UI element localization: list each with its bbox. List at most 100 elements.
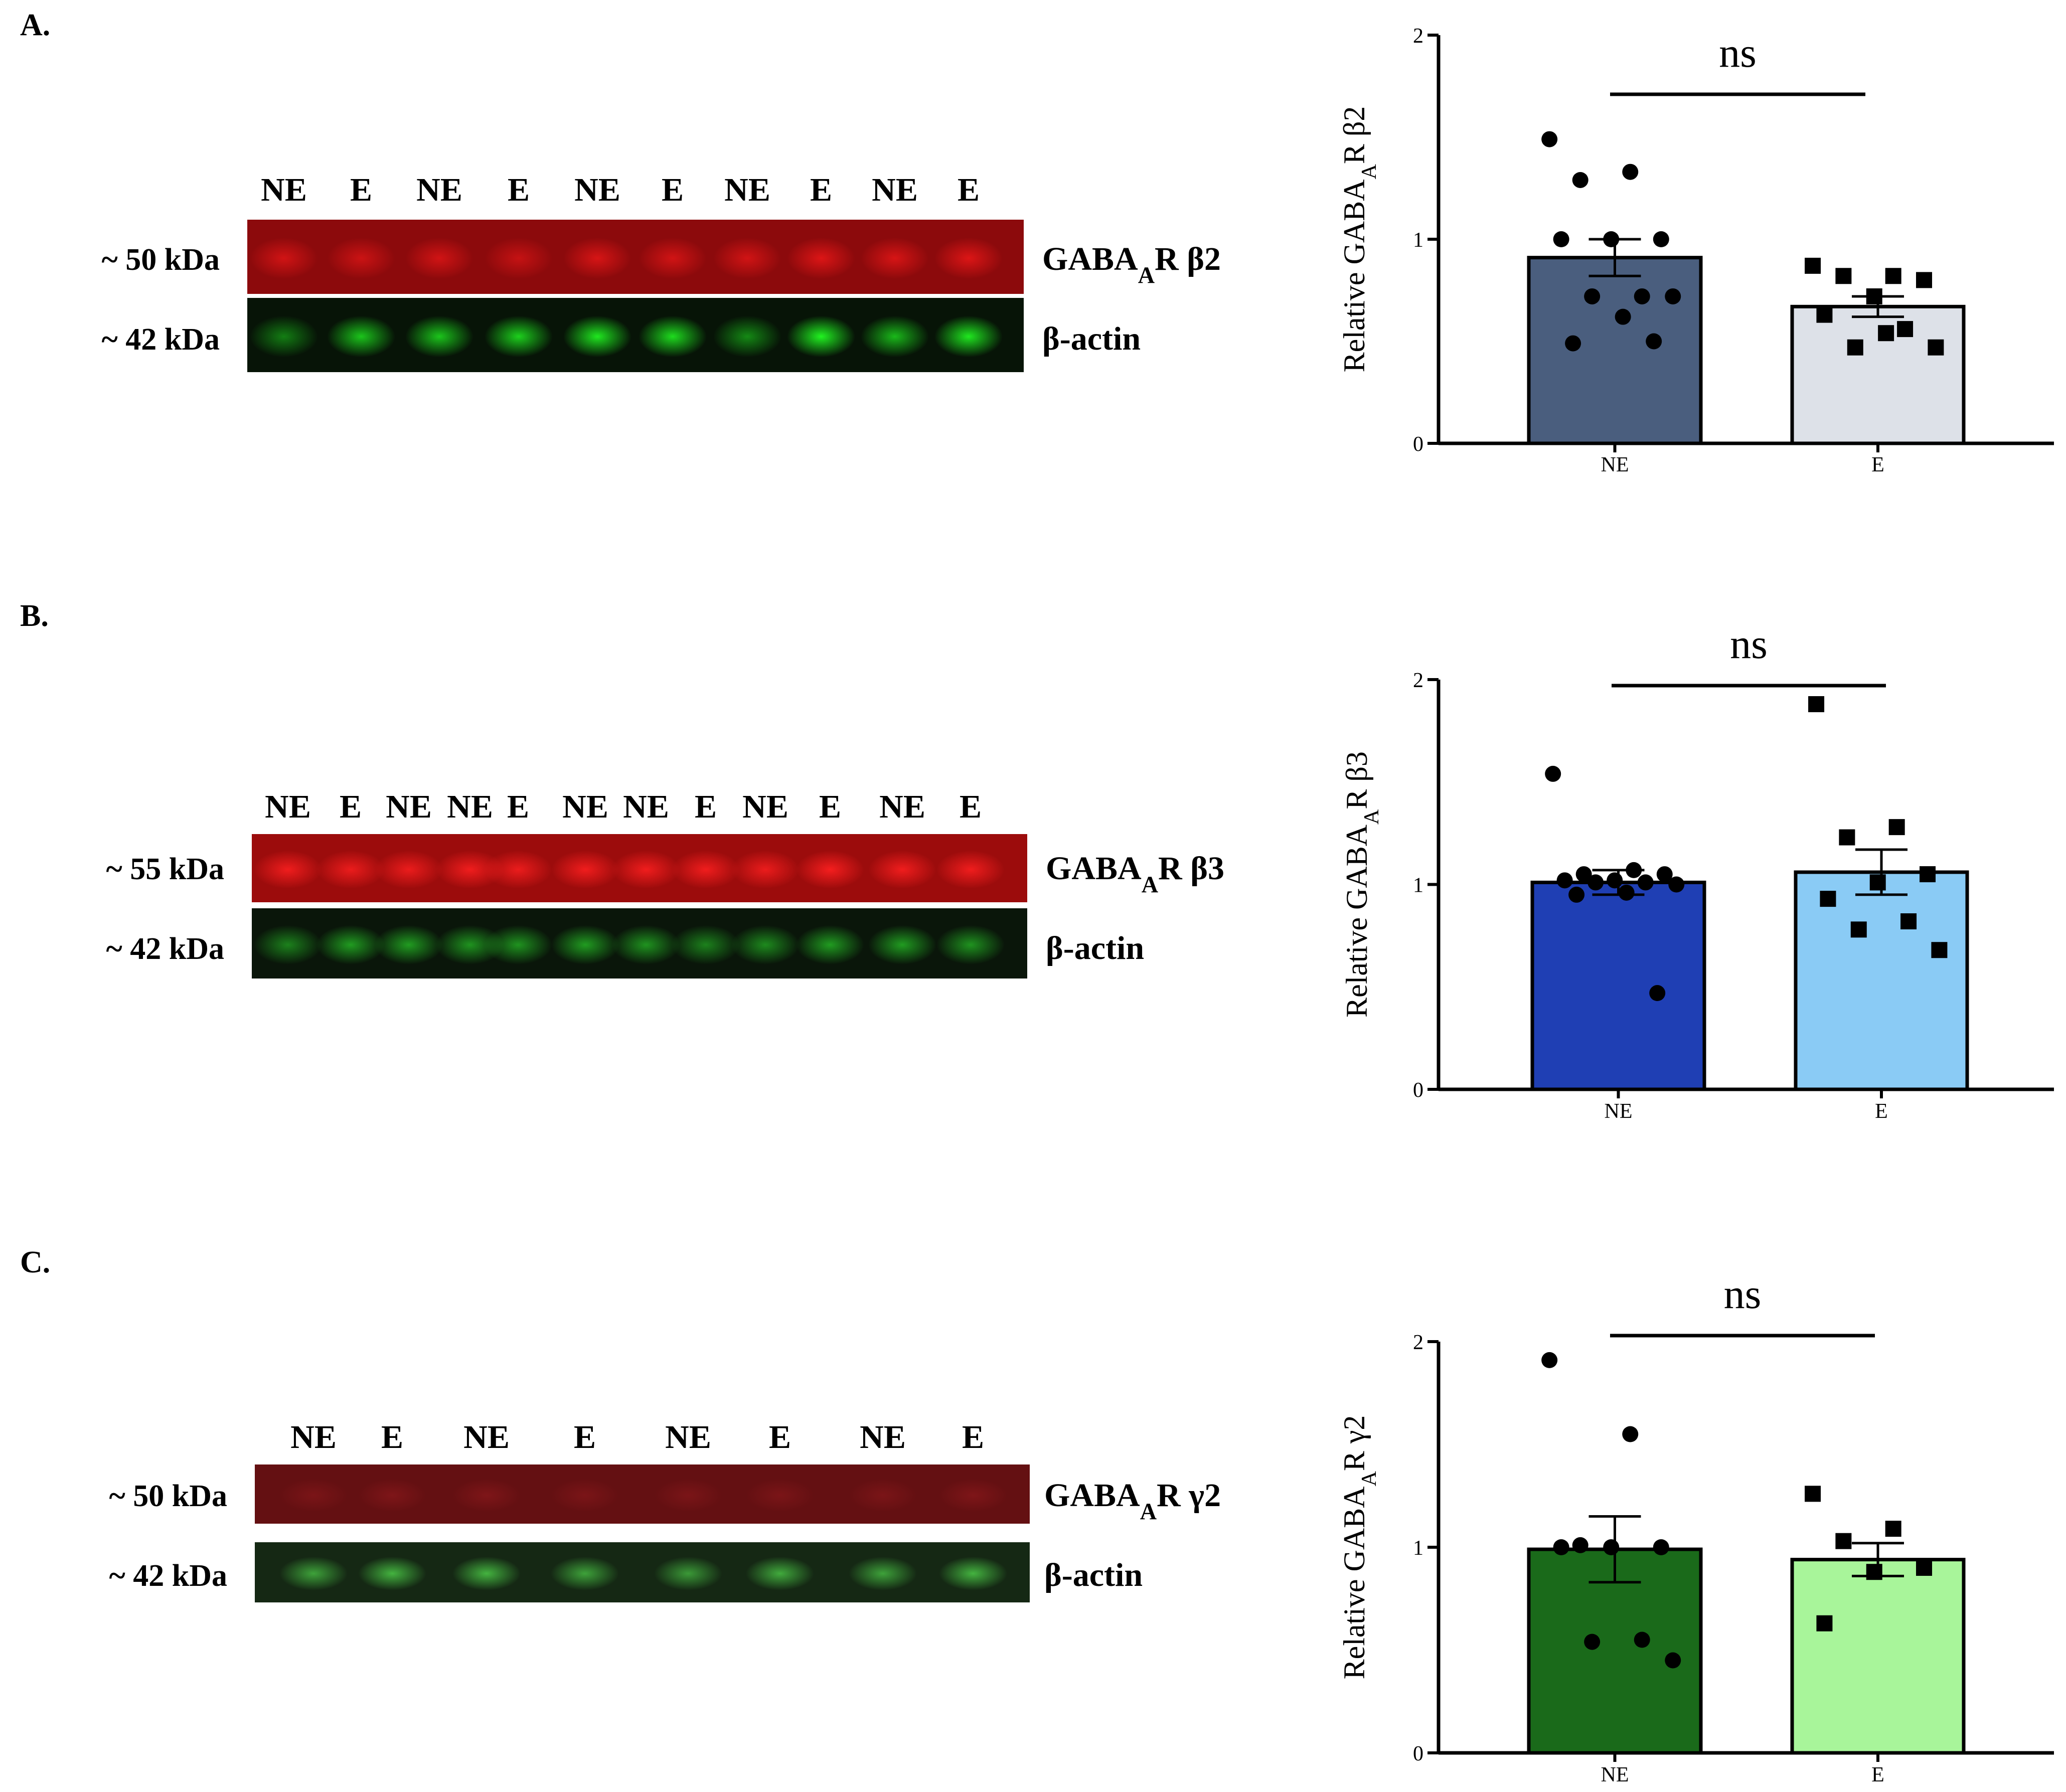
data-point [1553,1539,1569,1555]
blot-band [358,1556,426,1590]
y-tick-label: 1 [1413,874,1423,897]
blot-band [563,237,631,279]
panel-label: B. [20,599,49,633]
data-point [1653,1539,1669,1555]
lane-label: NE [724,172,770,208]
lane-label: NE [265,788,311,825]
blot-band [849,1479,917,1512]
molecular-weight-marker: ~ 42 kDa [106,932,225,966]
blot-band [868,925,936,965]
data-point [1649,985,1666,1002]
data-point [1920,866,1936,883]
x-tick-label: NE [1605,1100,1633,1123]
data-point [1820,891,1836,907]
blot-target-label: GABAAR β2 [1042,241,1221,288]
data-point [1816,1615,1833,1632]
data-point [1575,866,1592,883]
data-point [1928,339,1944,356]
data-point [1835,1533,1852,1549]
data-point [1568,886,1585,903]
y-tick-label: 1 [1413,229,1423,252]
lane-label: NE [447,788,493,825]
blot-band [939,1479,1007,1512]
significance-label: ns [1719,30,1757,76]
lane-label: E [962,1419,984,1455]
bar-e [1790,1558,1966,1755]
lane-label: E [507,788,529,825]
blot-band [375,850,443,889]
blot-band [939,1556,1007,1590]
data-point [1553,231,1569,247]
blot-row-loading-control: ~ 42 kDa β-actin [102,298,1141,372]
blot-band [250,237,318,279]
data-point [1888,819,1905,836]
y-tick-label: 2 [1413,25,1423,48]
blot-band [612,925,680,965]
bar-ne [1527,256,1703,445]
lane-label: E [340,788,362,825]
y-axis-label: Relative GABAAR β2 [1338,106,1381,373]
blot-band [672,925,740,965]
error-bar [1852,295,1904,318]
molecular-weight-marker: ~ 42 kDa [109,1559,228,1593]
blot-band [358,1479,426,1512]
significance-label: ns [1730,621,1768,668]
y-axis-label: Relative GABAAR γ2 [1338,1415,1381,1680]
data-point [1603,1539,1620,1555]
blot-band [672,850,740,889]
data-point [1646,333,1662,350]
data-point [1541,1352,1558,1368]
data-point [1869,874,1886,891]
molecular-weight-marker: ~ 50 kDa [109,1479,228,1513]
blot-band [746,1479,814,1512]
molecular-weight-marker: ~ 42 kDa [102,322,220,357]
blot-row-target: ~ 55 kDa GABAAR β3 [106,834,1224,902]
blot-band [250,315,318,358]
data-point [1835,268,1852,284]
data-point [1572,1537,1588,1553]
error-bar [1592,869,1645,896]
lane-label: E [508,172,530,208]
blot-band [787,237,855,279]
blot-band [796,850,864,889]
lane-label: E [662,172,684,208]
western-blot: NE E NE NE E NE NE E NE E NE E ~ 55 kDa GABAAR β3 ~ 42… [106,788,1224,979]
panel-a: A. NE E NE E NE E NE E NE E ~ 50 kDa GABAAR β2 ~ 42 k… [20,8,2054,476]
data-point [1587,874,1604,891]
error-bar [1588,1515,1641,1584]
lane-label: NE [623,788,669,825]
blot-band [279,1479,348,1512]
lane-label: E [769,1419,791,1455]
data-point [1839,829,1855,846]
data-point [1916,1560,1933,1576]
blot-row-target: ~ 50 kDa GABAAR β2 [102,220,1221,294]
data-point [1634,1632,1650,1648]
blot-band [936,850,1005,889]
y-axis-label: Relative GABAAR β3 [1340,751,1383,1018]
blot-band [254,925,322,965]
blot-band [551,850,619,889]
x-tick-label: E [1871,453,1884,476]
blot-band [796,925,864,965]
lane-label: NE [261,172,307,208]
data-point [1607,872,1623,889]
blot-band [327,237,395,279]
blot-band [327,315,395,358]
data-points-e [1805,1486,1933,1632]
blot-band [452,1479,521,1512]
blot-band [787,315,855,358]
blot-band [316,925,385,965]
y-tick-label: 2 [1413,1331,1423,1354]
data-point [1805,257,1821,274]
bar-chart: 0 1 2 NE E Relative GABAAR γ2 ns [1338,1271,2054,1786]
data-point [1656,866,1673,883]
data-point [1665,288,1681,304]
blot-band [746,1556,814,1590]
lane-label: NE [574,172,620,208]
blot-band [485,237,553,279]
blot-band [934,315,1003,358]
blot-row-loading-control: ~ 42 kDa β-actin [106,908,1144,979]
blot-band [731,925,800,965]
bar-e [1790,304,1966,445]
